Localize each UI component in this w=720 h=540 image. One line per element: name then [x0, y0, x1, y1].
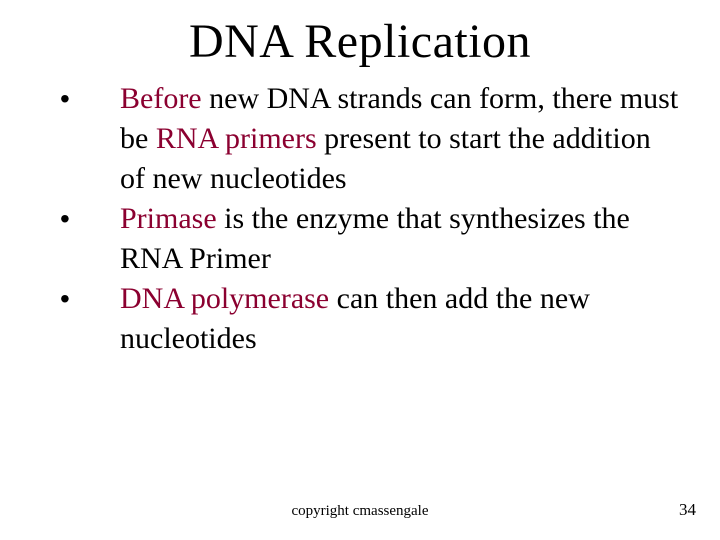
bullet-text: DNA polymerase can then add the new nucl…: [120, 279, 680, 359]
slide-title: DNA Replication: [0, 0, 720, 79]
keyword-text: DNA polymerase: [120, 282, 329, 315]
bullet-list: •Before new DNA strands can form, there …: [0, 79, 720, 359]
bullet-marker: •: [50, 199, 120, 239]
bullet-item: •DNA polymerase can then add the new nuc…: [50, 279, 680, 359]
bullet-item: •Primase is the enzyme that synthesizes …: [50, 199, 680, 279]
bullet-marker: •: [50, 279, 120, 319]
slide: DNA Replication •Before new DNA strands …: [0, 0, 720, 540]
page-number: 34: [679, 500, 696, 520]
bullet-text: Primase is the enzyme that synthesizes t…: [120, 199, 680, 279]
keyword-text: Primase: [120, 202, 217, 235]
bullet-item: •Before new DNA strands can form, there …: [50, 79, 680, 199]
bullet-marker: •: [50, 79, 120, 119]
keyword-text: RNA primers: [156, 122, 317, 155]
keyword-text: Before: [120, 82, 202, 115]
copyright-text: copyright cmassengale: [0, 503, 720, 520]
bullet-text: Before new DNA strands can form, there m…: [120, 79, 680, 199]
